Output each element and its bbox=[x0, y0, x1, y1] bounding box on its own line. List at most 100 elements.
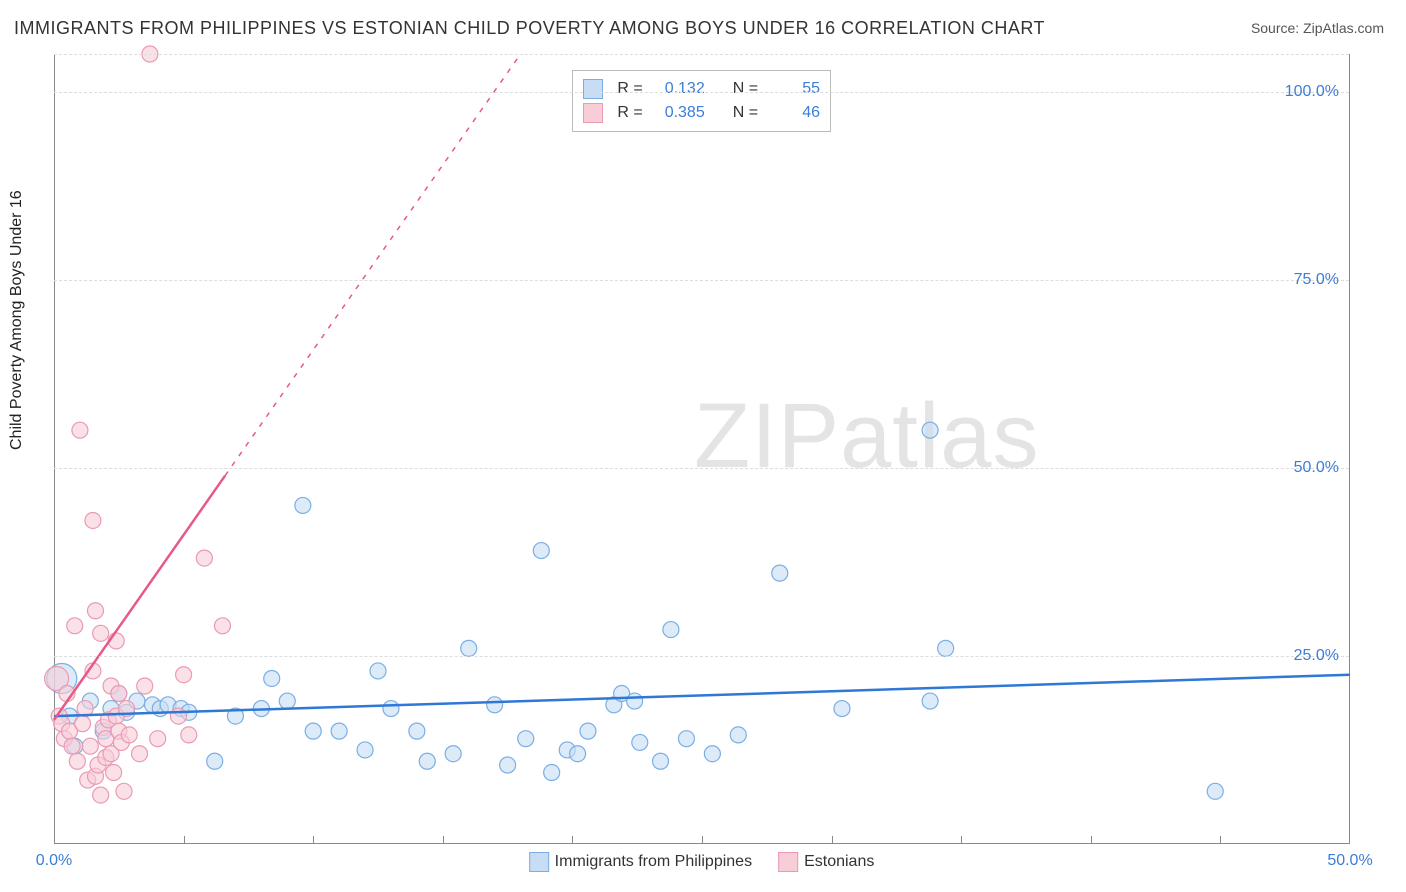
scatter-point bbox=[137, 678, 153, 694]
scatter-point bbox=[461, 640, 477, 656]
stat-n-value: 46 bbox=[766, 104, 820, 122]
x-tick bbox=[702, 836, 703, 844]
scatter-point bbox=[196, 550, 212, 566]
scatter-point bbox=[730, 727, 746, 743]
stat-n-label: N = bbox=[733, 80, 758, 98]
scatter-point bbox=[93, 787, 109, 803]
stat-r-label: R = bbox=[617, 104, 642, 122]
x-tick bbox=[572, 836, 573, 844]
gridline bbox=[54, 656, 1349, 657]
scatter-point bbox=[357, 742, 373, 758]
y-tick-label: 50.0% bbox=[1288, 459, 1339, 477]
stat-n-value: 55 bbox=[766, 80, 820, 98]
scatter-point bbox=[305, 723, 321, 739]
legend-label: Immigrants from Philippines bbox=[555, 853, 752, 870]
scatter-point bbox=[419, 753, 435, 769]
scatter-point bbox=[106, 765, 122, 781]
scatter-point bbox=[533, 543, 549, 559]
scatter-point bbox=[176, 667, 192, 683]
scatter-point bbox=[632, 734, 648, 750]
scatter-point bbox=[772, 565, 788, 581]
stat-row: R = 0.385 N = 46 bbox=[583, 101, 820, 125]
source-name: ZipAtlas.com bbox=[1303, 20, 1384, 36]
scatter-point bbox=[85, 512, 101, 528]
scatter-point bbox=[500, 757, 516, 773]
scatter-point bbox=[627, 693, 643, 709]
x-tick bbox=[1091, 836, 1092, 844]
scatter-point bbox=[82, 738, 98, 754]
scatter-point bbox=[678, 731, 694, 747]
gridline bbox=[54, 468, 1349, 469]
plot-svg bbox=[54, 54, 1349, 844]
scatter-point bbox=[67, 618, 83, 634]
scatter-point bbox=[69, 753, 85, 769]
scatter-point bbox=[487, 697, 503, 713]
scatter-point bbox=[111, 686, 127, 702]
legend-label: Estonians bbox=[804, 853, 874, 870]
scatter-point bbox=[87, 603, 103, 619]
y-tick-label: 100.0% bbox=[1279, 83, 1339, 101]
x-tick bbox=[184, 836, 185, 844]
correlation-stats-box: R = 0.132 N = 55 R = 0.385 N = 46 bbox=[572, 70, 831, 132]
scatter-point bbox=[570, 746, 586, 762]
scatter-point bbox=[207, 753, 223, 769]
gridline bbox=[54, 54, 1349, 55]
x-tick bbox=[832, 836, 833, 844]
scatter-point bbox=[1207, 783, 1223, 799]
stat-row: R = 0.132 N = 55 bbox=[583, 77, 820, 101]
legend-swatch bbox=[583, 79, 603, 99]
x-tick bbox=[313, 836, 314, 844]
x-tick bbox=[1220, 836, 1221, 844]
scatter-point bbox=[64, 738, 80, 754]
source-attribution: Source: ZipAtlas.com bbox=[1251, 20, 1384, 36]
scatter-point bbox=[370, 663, 386, 679]
x-tick bbox=[443, 836, 444, 844]
x-tick bbox=[961, 836, 962, 844]
scatter-point bbox=[922, 422, 938, 438]
x-axis-legend: Immigrants from Philippines Estonians bbox=[529, 852, 875, 872]
scatter-point bbox=[181, 727, 197, 743]
scatter-point bbox=[409, 723, 425, 739]
scatter-point bbox=[150, 731, 166, 747]
scatter-point bbox=[75, 716, 91, 732]
scatter-point bbox=[121, 727, 137, 743]
plot-area: ZIPatlas R =0.132N =55R =0.385N =46 Immi… bbox=[54, 54, 1350, 844]
stat-r-value: 0.385 bbox=[651, 104, 705, 122]
y-tick-label: 75.0% bbox=[1288, 271, 1339, 289]
stat-r-label: R = bbox=[617, 80, 642, 98]
gridline bbox=[54, 280, 1349, 281]
x-tick-label: 50.0% bbox=[1327, 852, 1372, 870]
gridline bbox=[54, 92, 1349, 93]
stat-n-label: N = bbox=[733, 104, 758, 122]
legend-swatch bbox=[583, 103, 603, 123]
scatter-point bbox=[653, 753, 669, 769]
scatter-point bbox=[518, 731, 534, 747]
legend-item: Immigrants from Philippines bbox=[529, 852, 752, 872]
scatter-point bbox=[445, 746, 461, 762]
scatter-point bbox=[331, 723, 347, 739]
legend-swatch bbox=[529, 852, 549, 872]
scatter-point bbox=[383, 701, 399, 717]
stat-r-value: 0.132 bbox=[651, 80, 705, 98]
scatter-point bbox=[214, 618, 230, 634]
scatter-point bbox=[580, 723, 596, 739]
scatter-point bbox=[279, 693, 295, 709]
scatter-point bbox=[704, 746, 720, 762]
scatter-point bbox=[72, 422, 88, 438]
scatter-point bbox=[116, 783, 132, 799]
scatter-point bbox=[544, 765, 560, 781]
scatter-point bbox=[295, 497, 311, 513]
scatter-point bbox=[264, 670, 280, 686]
scatter-point bbox=[170, 708, 186, 724]
scatter-point bbox=[93, 625, 109, 641]
legend-swatch bbox=[778, 852, 798, 872]
x-tick-label: 0.0% bbox=[36, 852, 72, 870]
scatter-point bbox=[834, 701, 850, 717]
y-axis-label: Child Poverty Among Boys Under 16 bbox=[8, 190, 26, 450]
legend-item: Estonians bbox=[778, 852, 874, 872]
scatter-point bbox=[922, 693, 938, 709]
source-label: Source: bbox=[1251, 20, 1299, 36]
scatter-point bbox=[663, 622, 679, 638]
scatter-point bbox=[938, 640, 954, 656]
scatter-point bbox=[132, 746, 148, 762]
